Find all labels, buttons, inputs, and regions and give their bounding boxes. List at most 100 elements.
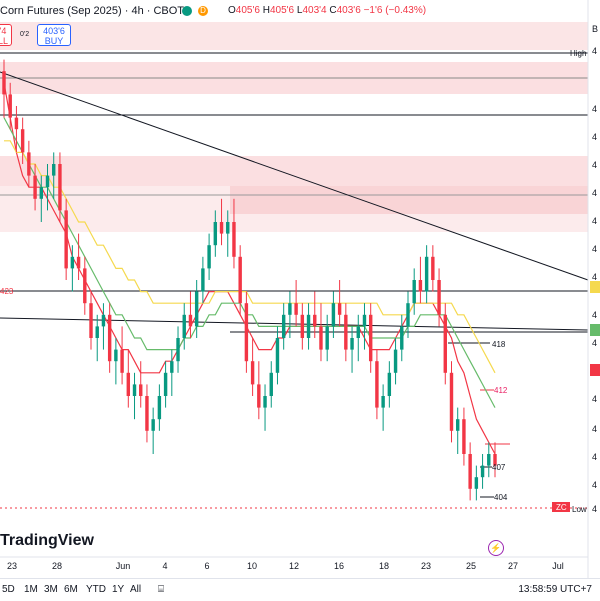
time-tick: 6 <box>204 561 209 571</box>
candle-body <box>294 303 298 315</box>
candle-body <box>151 419 155 431</box>
price-tick: 4 <box>592 188 597 198</box>
candle-body <box>176 338 180 362</box>
sell-button[interactable]: '4 LL <box>0 24 12 46</box>
flash-icon[interactable]: ⚡ <box>488 540 504 556</box>
tradingview-logo: TradingView <box>0 532 94 549</box>
candle-body <box>226 222 230 234</box>
candle-body <box>418 280 423 292</box>
price-tick: 4 <box>592 424 597 434</box>
candle-body <box>474 477 479 489</box>
candle-body <box>257 384 261 408</box>
candle-body <box>89 303 93 338</box>
candle-body <box>70 256 75 269</box>
moving-average-line <box>4 140 496 374</box>
resistance-zone <box>0 156 588 186</box>
time-tick: Jun <box>116 561 131 571</box>
range-all[interactable]: All <box>130 584 142 595</box>
candle-body <box>462 419 466 454</box>
candle-body <box>250 361 255 385</box>
candle-body <box>107 314 112 362</box>
range-1m[interactable]: 1M <box>24 584 38 595</box>
candle-body <box>306 314 311 338</box>
candle-body <box>14 117 19 130</box>
price-tick: 4 <box>592 310 597 320</box>
candle-body <box>39 187 44 199</box>
chart-header: Corn Futures (Sep 2025) · 4h · CBOT D O4… <box>0 0 600 22</box>
range-3m[interactable]: 3M <box>44 584 58 595</box>
candle-body <box>275 338 280 373</box>
candle-body <box>381 396 385 408</box>
price-tick: 4 <box>592 160 597 170</box>
candle-body <box>368 314 373 362</box>
candle-body <box>362 314 367 327</box>
candle-body <box>269 372 273 396</box>
trendline-upper <box>0 71 589 281</box>
candle-body <box>319 326 323 350</box>
time-tick: 25 <box>466 561 476 571</box>
symbol-tag-bg <box>552 502 570 512</box>
candle-body <box>157 396 162 420</box>
candle-body <box>101 314 106 327</box>
date-range-icon[interactable]: ⌸ <box>158 584 164 595</box>
candle-body <box>449 372 454 431</box>
candle-body <box>20 129 25 153</box>
time-tick: 23 <box>7 561 17 571</box>
candle-body <box>313 314 317 327</box>
time-tick: 16 <box>334 561 344 571</box>
time-tick: Jul <box>552 561 564 571</box>
clock: 13:58:59 UTC+7 <box>518 584 592 595</box>
range-ytd[interactable]: YTD <box>86 584 106 595</box>
candle-body <box>114 349 118 362</box>
price-tick: 4 <box>592 104 597 114</box>
candle-body <box>244 303 249 362</box>
time-tick: 23 <box>421 561 431 571</box>
level-label: 418 <box>492 340 506 349</box>
price-scale-tag <box>590 281 600 293</box>
level-label: ZC <box>556 503 567 512</box>
price-scale-tag <box>590 364 600 376</box>
candle-body <box>393 349 398 373</box>
candle-body <box>288 303 292 315</box>
candle-body <box>232 222 236 257</box>
range-5d[interactable]: 5D <box>2 584 15 595</box>
candle-body <box>443 314 447 373</box>
candle-body <box>356 326 360 338</box>
candle-body <box>300 314 305 338</box>
time-tick: 18 <box>379 561 389 571</box>
buy-button[interactable]: 403'6 BUY <box>37 24 71 46</box>
level-label: 423 <box>0 287 14 296</box>
candle-body <box>331 303 336 327</box>
range-6m[interactable]: 6M <box>64 584 78 595</box>
candle-body <box>400 326 404 350</box>
delay-badge: D <box>198 6 208 16</box>
candle-body <box>325 326 329 350</box>
candle-body <box>337 303 342 315</box>
candle-body <box>163 372 168 396</box>
symbol-title[interactable]: Corn Futures (Sep 2025) · 4h · CBOT <box>0 5 185 17</box>
candle-body <box>431 256 435 280</box>
candle-body <box>188 314 193 327</box>
resistance-zone <box>230 186 588 214</box>
range-1y[interactable]: 1Y <box>112 584 125 595</box>
level-label: Low <box>572 505 587 514</box>
moving-average-line <box>3 82 496 455</box>
price-tick: 4 <box>592 480 597 490</box>
candle-body <box>58 164 62 211</box>
candle-body <box>8 94 12 118</box>
candle-body <box>2 71 6 95</box>
price-tick: 4 <box>592 132 597 142</box>
trendline-lower <box>0 317 589 331</box>
candle-body <box>52 164 56 176</box>
time-tick: 28 <box>52 561 62 571</box>
level-label: High <box>570 49 586 58</box>
candle-body <box>281 314 286 338</box>
candle-body <box>170 361 174 373</box>
price-tick: 4 <box>592 272 597 282</box>
candle-body <box>182 314 186 338</box>
candle-body <box>487 454 491 466</box>
candle-body <box>201 268 205 292</box>
candle-body <box>437 280 441 315</box>
level-label: 412 <box>494 386 508 395</box>
